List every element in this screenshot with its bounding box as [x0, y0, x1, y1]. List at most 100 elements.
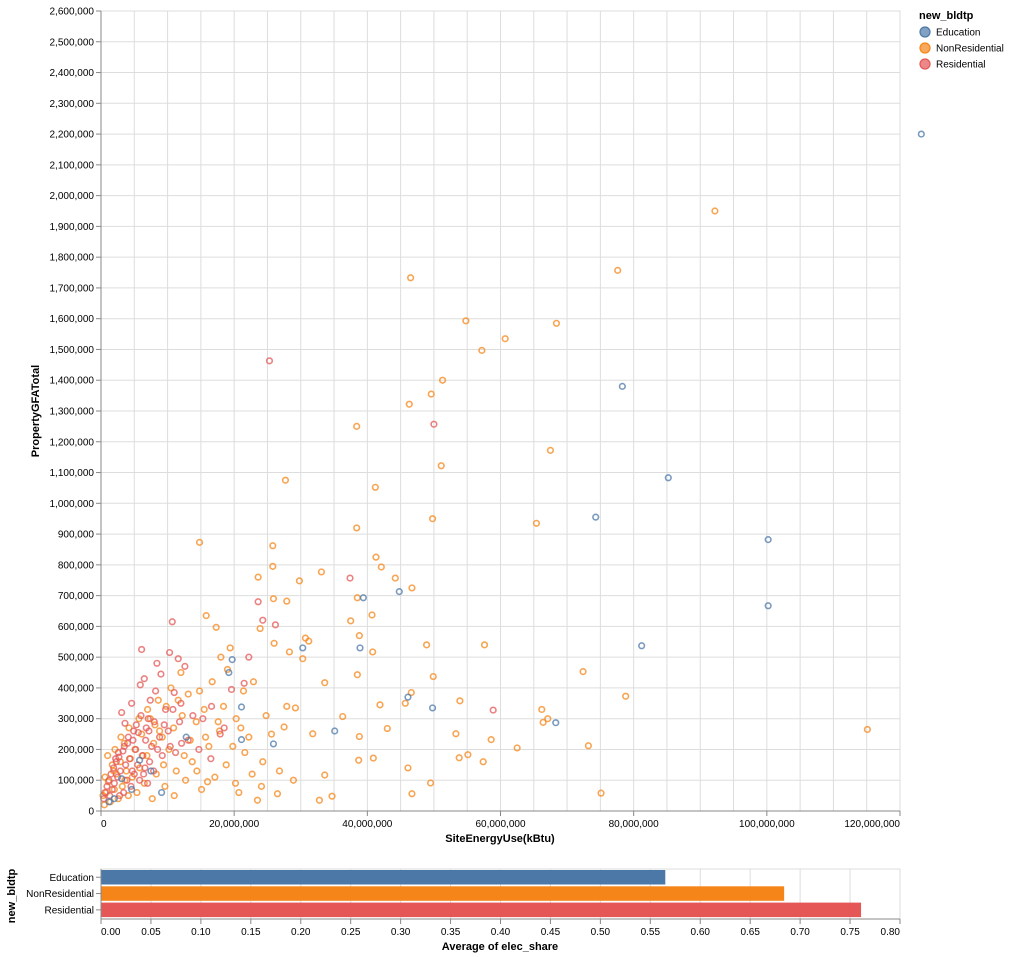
- legend-symbol-education: [919, 26, 931, 38]
- scatter-point-nonresidential: [104, 752, 112, 760]
- scatter-point-nonresidential: [544, 715, 552, 723]
- scatter-point-nonresidential: [422, 641, 431, 649]
- scatter-point-nonresidential: [133, 788, 141, 797]
- scatter-point-nonresidential: [614, 266, 622, 274]
- scatter-point-nonresidential: [478, 346, 486, 354]
- scatter-point-nonresidential: [241, 748, 249, 757]
- scatter-point-nonresidential: [427, 390, 435, 398]
- scatter-point-nonresidential: [159, 761, 168, 769]
- scatter-point-residential: [130, 727, 138, 735]
- scatter-y-tick-label: 200,000: [58, 745, 95, 756]
- bar-category-label: Residential: [45, 905, 94, 916]
- scatter-y-tick-label: 500,000: [58, 653, 95, 664]
- scatter-point-residential: [489, 706, 497, 714]
- bar-x-axis-title: Average of elec_share: [442, 941, 558, 953]
- scatter-point-nonresidential: [205, 742, 213, 750]
- scatter-point-education: [917, 130, 925, 138]
- scatter-point-nonresidential: [487, 736, 495, 744]
- scatter-point-nonresidential: [170, 792, 178, 800]
- bar-x-tick-label: 0.30: [391, 927, 411, 938]
- scatter-x-tick-label: 20,000,000: [209, 819, 259, 830]
- scatter-point-nonresidential: [285, 648, 294, 656]
- scatter-point-nonresidential: [863, 725, 871, 734]
- scatter-point-education: [136, 756, 144, 764]
- scatter-point-education: [110, 795, 118, 803]
- scatter-point-nonresidential: [321, 771, 329, 779]
- scatter-y-tick-label: 600,000: [58, 622, 95, 633]
- scatter-chart: 0 20,000,000 40,000,000 60,000,000 80,000,00…: [30, 7, 925, 845]
- bar-x-tick-label: 0.50: [591, 927, 611, 938]
- scatter-point-nonresidential: [711, 207, 719, 215]
- scatter-point-residential: [169, 705, 177, 714]
- scatter-y-tick-label: 100,000: [58, 776, 95, 787]
- scatter-point-education: [359, 594, 367, 602]
- scatter-x-tick-label: 80,000,000: [609, 819, 659, 830]
- scatter-point-nonresidential: [281, 476, 290, 484]
- scatter-point-nonresidential: [208, 678, 216, 686]
- scatter-point-nonresidential: [283, 702, 291, 710]
- scatter-point-nonresidential: [369, 648, 377, 656]
- scatter-point-residential: [140, 770, 148, 778]
- scatter-point-nonresidential: [273, 790, 282, 798]
- scatter-y-tick-label: 1,200,000: [50, 437, 95, 448]
- scatter-point-nonresidential: [408, 584, 416, 592]
- bar-x-tick-label: 0.75: [840, 927, 860, 938]
- bar-x-tick-label: 0.80: [881, 927, 901, 938]
- scatter-point-education: [237, 703, 246, 711]
- scatter-point-nonresidential: [353, 422, 361, 430]
- scatter-point-residential: [114, 748, 122, 757]
- scatter-point-nonresidential: [201, 733, 210, 741]
- scatter-point-residential: [146, 696, 154, 704]
- scatter-point-nonresidential: [158, 733, 166, 741]
- scatter-point-nonresidential: [222, 761, 230, 769]
- scatter-point-residential: [110, 779, 118, 787]
- scatter-point-residential: [146, 758, 154, 766]
- scatter-point-nonresidential: [539, 718, 547, 726]
- scatter-y-tick-label: 1,000,000: [50, 499, 95, 510]
- scatter-point-nonresidential: [291, 704, 300, 712]
- scatter-point-nonresidential: [315, 796, 323, 804]
- scatter-point-nonresidential: [479, 758, 487, 766]
- bar-x-tick-label: 0.20: [291, 927, 311, 938]
- scatter-point-nonresidential: [212, 623, 220, 631]
- scatter-point-nonresidential: [355, 756, 363, 764]
- scatter-axes: 0 20,000,000 40,000,000 60,000,000 80,000,00…: [50, 7, 901, 830]
- scatter-point-nonresidential: [232, 715, 240, 723]
- legend-title: new_bldtp: [919, 10, 974, 22]
- scatter-point-education: [592, 513, 600, 521]
- scatter-point-residential: [105, 776, 113, 784]
- scatter-point-residential: [170, 688, 178, 697]
- scatter-point-nonresidential: [162, 702, 170, 710]
- scatter-point-residential: [126, 755, 134, 763]
- scatter-point-residential: [132, 745, 140, 754]
- scatter-point-nonresidential: [219, 702, 228, 710]
- scatter-y-tick-label: 800,000: [58, 560, 95, 571]
- scatter-point-nonresidential: [347, 617, 355, 625]
- scatter-y-tick-label: 2,100,000: [50, 160, 95, 171]
- scatter-point-residential: [158, 752, 166, 760]
- legend: new_bldtp Education NonResidential Residen…: [919, 10, 1004, 71]
- scatter-point-nonresidential: [369, 754, 377, 762]
- scatter-point-education: [331, 727, 339, 735]
- scatter-x-tick-label: 0: [101, 819, 107, 830]
- scatter-point-residential: [177, 699, 185, 707]
- scatter-point-nonresidential: [462, 317, 470, 325]
- scatter-point-residential: [157, 670, 165, 678]
- scatter-point-nonresidential: [501, 335, 509, 343]
- scatter-point-residential: [132, 721, 140, 729]
- scatter-point-nonresidential: [405, 400, 413, 408]
- scatter-point-residential: [195, 745, 203, 754]
- scatter-point-residential: [150, 767, 158, 775]
- scatter-point-residential: [175, 718, 184, 726]
- scatter-point-nonresidential: [377, 563, 385, 571]
- scatter-point-education: [356, 644, 364, 652]
- scatter-point-residential: [259, 616, 267, 624]
- scatter-x-axis-title: SiteEnergyUse(kBtu): [445, 833, 555, 845]
- scatter-y-tick-label: 700,000: [58, 591, 95, 602]
- bar-x-tick-label: 0.40: [491, 927, 511, 938]
- scatter-point-residential: [142, 736, 150, 744]
- scatter-point-education: [269, 740, 278, 748]
- scatter-point-residential: [145, 727, 153, 735]
- scatter-point-nonresidential: [217, 653, 225, 661]
